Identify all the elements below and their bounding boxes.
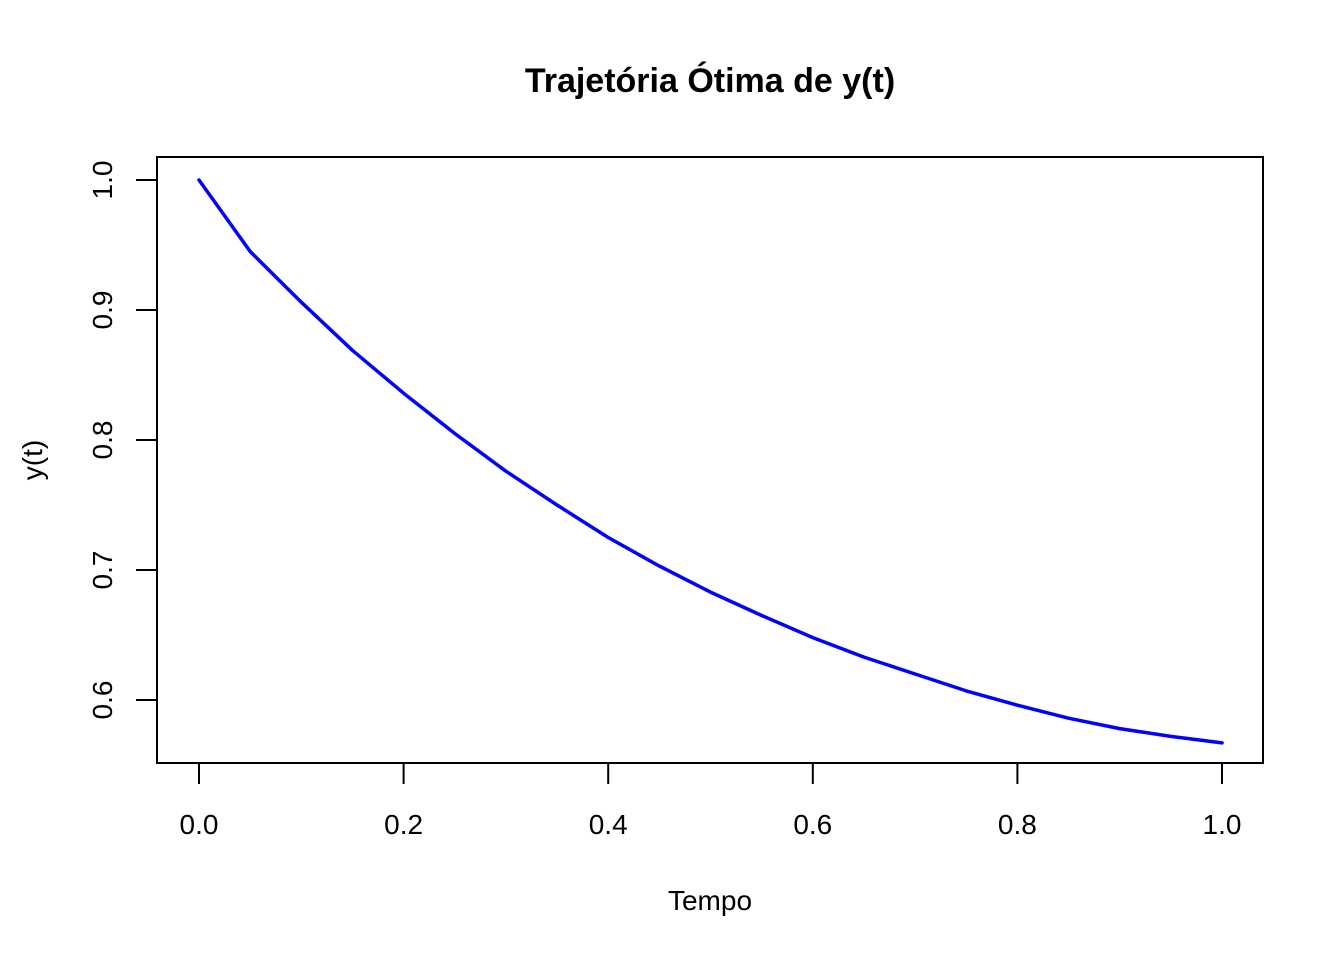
y-tick-label: 1.0 — [87, 161, 118, 200]
x-tick-label: 0.2 — [384, 809, 423, 840]
x-tick-label: 0.6 — [793, 809, 832, 840]
y-axis-label: y(t) — [17, 440, 48, 480]
y-tick-label: 0.7 — [87, 551, 118, 590]
y-tick-label: 0.9 — [87, 291, 118, 330]
x-axis: 0.0 0.2 0.4 0.6 0.8 1.0 — [180, 763, 1242, 840]
x-axis-label: Tempo — [668, 885, 752, 916]
x-tick-label: 0.8 — [998, 809, 1037, 840]
series-layer — [197, 178, 1224, 745]
x-tick-label: 0.4 — [589, 809, 628, 840]
x-tick-label: 1.0 — [1203, 809, 1242, 840]
series-line-y — [197, 178, 1224, 745]
y-tick-label: 0.8 — [87, 421, 118, 460]
x-tick-label: 0.0 — [180, 809, 219, 840]
y-axis: 0.6 0.7 0.8 0.9 1.0 — [87, 161, 157, 720]
plot-frame — [156, 156, 1264, 764]
y-tick-label: 0.6 — [87, 681, 118, 720]
chart-title: Trajetória Ótima de y(t) — [525, 62, 895, 100]
